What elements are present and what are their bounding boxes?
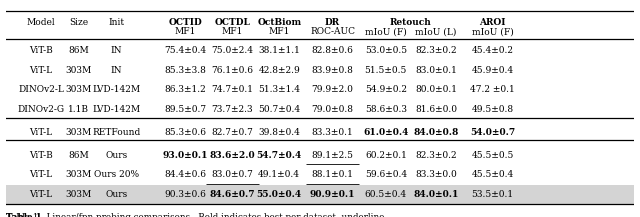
Text: 49.5±0.8: 49.5±0.8 bbox=[472, 105, 513, 114]
Text: mIoU (L): mIoU (L) bbox=[415, 27, 457, 36]
Text: OctBiom: OctBiom bbox=[257, 18, 301, 27]
Text: Retouch: Retouch bbox=[390, 18, 432, 27]
Text: OCTDL: OCTDL bbox=[214, 18, 250, 27]
Text: 76.1±0.6: 76.1±0.6 bbox=[211, 66, 253, 75]
Text: ViT-L: ViT-L bbox=[29, 128, 52, 137]
Text: Init: Init bbox=[108, 18, 124, 27]
Text: 83.6±2.0: 83.6±2.0 bbox=[209, 151, 255, 159]
Text: MF1: MF1 bbox=[221, 27, 243, 36]
Text: 86M: 86M bbox=[68, 46, 89, 55]
Text: 84.0±0.1: 84.0±0.1 bbox=[413, 190, 459, 199]
Text: 303M: 303M bbox=[65, 128, 92, 137]
Text: 39.8±0.4: 39.8±0.4 bbox=[259, 128, 300, 137]
Text: 303M: 303M bbox=[65, 170, 92, 179]
Text: 80.0±0.1: 80.0±0.1 bbox=[415, 85, 457, 94]
Text: 93.0±0.1: 93.0±0.1 bbox=[163, 151, 208, 159]
Text: 51.5±0.5: 51.5±0.5 bbox=[365, 66, 407, 75]
Text: 73.7±2.3: 73.7±2.3 bbox=[211, 105, 253, 114]
Text: Ours: Ours bbox=[105, 151, 127, 159]
Text: 1.1B: 1.1B bbox=[68, 105, 89, 114]
Text: 79.0±0.8: 79.0±0.8 bbox=[312, 105, 353, 114]
Text: 47.2 ±0.1: 47.2 ±0.1 bbox=[470, 85, 515, 94]
Text: 49.1±0.4: 49.1±0.4 bbox=[258, 170, 300, 179]
Text: Table 1.: Table 1. bbox=[6, 214, 45, 217]
Text: MF1: MF1 bbox=[175, 27, 196, 36]
Text: 86.3±1.2: 86.3±1.2 bbox=[164, 85, 206, 94]
Text: 82.7±0.7: 82.7±0.7 bbox=[211, 128, 253, 137]
Text: ViT-L: ViT-L bbox=[29, 170, 52, 179]
Text: mIoU (F): mIoU (F) bbox=[472, 27, 513, 36]
Text: RETFound: RETFound bbox=[92, 128, 140, 137]
Text: 60.5±0.4: 60.5±0.4 bbox=[365, 190, 407, 199]
Text: DINOv2-L: DINOv2-L bbox=[18, 85, 64, 94]
Text: ViT-B: ViT-B bbox=[29, 151, 52, 159]
Text: 90.9±0.1: 90.9±0.1 bbox=[310, 190, 355, 199]
Text: Ours 20%: Ours 20% bbox=[93, 170, 139, 179]
Text: 50.7±0.4: 50.7±0.4 bbox=[258, 105, 300, 114]
Text: 89.5±0.7: 89.5±0.7 bbox=[164, 105, 206, 114]
Text: 88.1±0.1: 88.1±0.1 bbox=[312, 170, 353, 179]
Text: LVD-142M: LVD-142M bbox=[92, 105, 140, 114]
Text: 84.0±0.8: 84.0±0.8 bbox=[413, 128, 459, 137]
Text: 83.3±0.0: 83.3±0.0 bbox=[415, 170, 457, 179]
Text: 82.3±0.2: 82.3±0.2 bbox=[415, 151, 457, 159]
Text: 83.3±0.1: 83.3±0.1 bbox=[312, 128, 353, 137]
Text: 75.4±0.4: 75.4±0.4 bbox=[164, 46, 206, 55]
Text: 55.0±0.4: 55.0±0.4 bbox=[257, 190, 302, 199]
Text: 45.5±0.5: 45.5±0.5 bbox=[471, 151, 514, 159]
Text: 38.1±1.1: 38.1±1.1 bbox=[259, 46, 300, 55]
Text: Model: Model bbox=[27, 18, 55, 27]
Text: 53.5±0.1: 53.5±0.1 bbox=[472, 190, 513, 199]
Text: 82.8±0.6: 82.8±0.6 bbox=[312, 46, 353, 55]
Text: mIoU (F): mIoU (F) bbox=[365, 27, 407, 36]
Text: 86M: 86M bbox=[68, 151, 89, 159]
Text: 84.4±0.6: 84.4±0.6 bbox=[164, 170, 206, 179]
Text: 81.6±0.0: 81.6±0.0 bbox=[415, 105, 457, 114]
Text: 45.9±0.4: 45.9±0.4 bbox=[472, 66, 513, 75]
Text: 42.8±2.9: 42.8±2.9 bbox=[259, 66, 300, 75]
Text: 303M: 303M bbox=[65, 66, 92, 75]
Text: IN: IN bbox=[111, 66, 122, 75]
Text: Table 1.  Linear/fpn probing comparisons.  Bold indicates best per dataset, unde: Table 1. Linear/fpn probing comparisons.… bbox=[6, 214, 385, 217]
Text: ROC-AUC: ROC-AUC bbox=[310, 27, 355, 36]
Text: 89.1±2.5: 89.1±2.5 bbox=[312, 151, 353, 159]
Text: ViT-L: ViT-L bbox=[29, 190, 52, 199]
Bar bbox=[6, 185, 634, 204]
Text: ViT-B: ViT-B bbox=[29, 46, 52, 55]
Text: 85.3±0.6: 85.3±0.6 bbox=[164, 128, 206, 137]
Text: LVD-142M: LVD-142M bbox=[92, 85, 140, 94]
Text: 79.9±2.0: 79.9±2.0 bbox=[312, 85, 353, 94]
Text: ViT-L: ViT-L bbox=[29, 66, 52, 75]
Text: 60.2±0.1: 60.2±0.1 bbox=[365, 151, 407, 159]
Text: 83.0±0.7: 83.0±0.7 bbox=[211, 170, 253, 179]
Text: 83.9±0.8: 83.9±0.8 bbox=[312, 66, 353, 75]
Text: 82.3±0.2: 82.3±0.2 bbox=[415, 46, 457, 55]
Text: 61.0±0.4: 61.0±0.4 bbox=[363, 128, 408, 137]
Text: 54.7±0.4: 54.7±0.4 bbox=[257, 151, 302, 159]
Text: 85.3±3.8: 85.3±3.8 bbox=[164, 66, 206, 75]
Text: 45.4±0.2: 45.4±0.2 bbox=[472, 46, 513, 55]
Text: 59.6±0.4: 59.6±0.4 bbox=[365, 170, 407, 179]
Text: 90.3±0.6: 90.3±0.6 bbox=[164, 190, 206, 199]
Text: 75.0±2.4: 75.0±2.4 bbox=[211, 46, 253, 55]
Text: 51.3±1.4: 51.3±1.4 bbox=[258, 85, 300, 94]
Text: 54.0±0.7: 54.0±0.7 bbox=[470, 128, 515, 137]
Text: 45.5±0.4: 45.5±0.4 bbox=[471, 170, 514, 179]
Text: OCTID: OCTID bbox=[168, 18, 202, 27]
Text: 54.9±0.2: 54.9±0.2 bbox=[365, 85, 407, 94]
Text: Size: Size bbox=[69, 18, 88, 27]
Text: 303M: 303M bbox=[65, 190, 92, 199]
Text: 83.0±0.1: 83.0±0.1 bbox=[415, 66, 457, 75]
Text: 58.6±0.3: 58.6±0.3 bbox=[365, 105, 407, 114]
Text: 303M: 303M bbox=[65, 85, 92, 94]
Text: AROI: AROI bbox=[479, 18, 506, 27]
Text: MF1: MF1 bbox=[269, 27, 290, 36]
Text: DR: DR bbox=[325, 18, 340, 27]
Text: IN: IN bbox=[111, 46, 122, 55]
Text: 53.0±0.5: 53.0±0.5 bbox=[365, 46, 407, 55]
Text: 74.7±0.1: 74.7±0.1 bbox=[211, 85, 253, 94]
Text: 84.6±0.7: 84.6±0.7 bbox=[209, 190, 255, 199]
Text: DINOv2-G: DINOv2-G bbox=[17, 105, 65, 114]
Text: Ours: Ours bbox=[105, 190, 127, 199]
